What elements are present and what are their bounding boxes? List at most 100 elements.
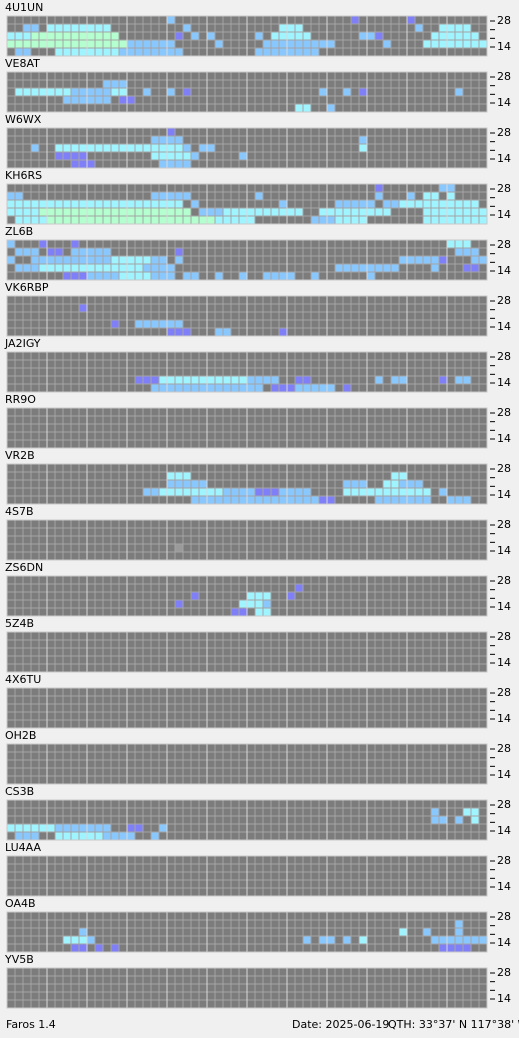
signal-cell — [111, 256, 151, 264]
signal-cell — [215, 216, 255, 224]
signal-cell — [359, 136, 367, 144]
tick-label: 28 — [497, 406, 511, 419]
signal-cell — [239, 600, 263, 608]
beacon-label: CS3B — [5, 785, 34, 798]
tick-label: 28 — [497, 126, 511, 139]
app-version: Faros 1.4 — [6, 1018, 56, 1031]
signal-cell — [423, 928, 431, 936]
date: Date: 2025-06-19 — [292, 1018, 389, 1031]
tick-label: 14 — [497, 768, 511, 781]
panel-border — [6, 15, 488, 57]
signal-cell — [71, 240, 79, 248]
tick-label: 14 — [497, 40, 511, 53]
signal-cell — [295, 384, 335, 392]
signal-cell — [279, 200, 287, 208]
signal-cell — [151, 384, 191, 392]
signal-cell — [343, 936, 351, 944]
signal-cell — [191, 200, 199, 208]
signal-cell — [15, 248, 39, 256]
panel-border — [6, 183, 488, 225]
signal-cell — [367, 272, 375, 280]
signal-cell — [431, 808, 439, 816]
signal-cell — [15, 832, 39, 840]
signal-cell — [111, 320, 119, 328]
signal-cell — [15, 264, 39, 272]
tick-label: 14 — [497, 96, 511, 109]
signal-cell — [7, 200, 47, 208]
beacon-label: LU4AA — [5, 841, 41, 854]
tick-label: 28 — [497, 294, 511, 307]
beacon-label: YV5B — [4, 953, 34, 966]
beacon-label: 5Z4B — [5, 617, 34, 630]
signal-cell — [255, 32, 263, 40]
signal-cell — [295, 584, 303, 592]
signal-cell — [95, 944, 103, 952]
tick-label: 28 — [497, 910, 511, 923]
signal-cell — [63, 936, 87, 944]
signal-cell — [135, 376, 159, 384]
panel-border — [6, 743, 488, 785]
panel-border — [6, 295, 488, 337]
signal-cell — [263, 600, 271, 608]
signal-cell — [167, 328, 191, 336]
tick-label: 28 — [497, 518, 511, 531]
tick-label: 28 — [497, 854, 511, 867]
signal-cell — [399, 480, 423, 488]
signal-cell — [183, 24, 191, 32]
panel-border — [6, 855, 488, 897]
signal-cell — [319, 208, 391, 216]
beacon-label: RR9O — [5, 393, 36, 406]
beacon-label: ZS6DN — [5, 561, 43, 574]
signal-cell — [71, 160, 95, 168]
tick-label: 14 — [497, 208, 511, 221]
panel-border — [6, 463, 488, 505]
signal-cell — [447, 496, 471, 504]
tick-label: 14 — [497, 320, 511, 333]
signal-cell — [255, 488, 279, 496]
signal-cell — [215, 40, 223, 48]
beacon-label: ZL6B — [5, 225, 33, 238]
panel-border — [6, 799, 488, 841]
signal-cell — [151, 272, 175, 280]
tick-label: 28 — [497, 742, 511, 755]
signal-cell — [431, 936, 487, 944]
signal-cell — [343, 488, 431, 496]
signal-cell — [191, 152, 199, 160]
panel-border — [6, 71, 488, 113]
tick-label: 14 — [497, 880, 511, 893]
signal-cell — [447, 240, 471, 248]
signal-cell — [303, 936, 311, 944]
signal-cell — [151, 192, 191, 200]
signal-cell — [47, 216, 215, 224]
signal-cell — [31, 144, 39, 152]
signal-cell — [311, 272, 319, 280]
signal-cell — [103, 80, 127, 88]
signal-cell — [183, 88, 191, 96]
beacon-label: OH2B — [5, 729, 36, 742]
signal-cell — [15, 88, 71, 96]
signal-cell — [47, 200, 183, 208]
signal-cell — [79, 304, 87, 312]
beacon-label: KH6RS — [5, 169, 42, 182]
tick-label: 28 — [497, 350, 511, 363]
signal-cell — [191, 32, 199, 40]
signal-cell — [263, 40, 335, 48]
signal-cell — [143, 88, 151, 96]
beacon-label: VK6RBP — [5, 281, 49, 294]
signal-cell — [175, 32, 183, 40]
tick-label: 14 — [497, 712, 511, 725]
signal-cell — [399, 256, 439, 264]
signal-cell — [343, 88, 351, 96]
tick-label: 14 — [497, 992, 511, 1005]
signal-cell — [439, 256, 447, 264]
beacon-label: VR2B — [5, 449, 35, 462]
signal-cell — [407, 192, 415, 200]
signal-cell — [39, 208, 191, 216]
beacon-label: OA4B — [5, 897, 36, 910]
signal-cell — [375, 184, 383, 192]
signal-cell — [335, 200, 375, 208]
signal-cell — [255, 384, 263, 392]
tick-label: 14 — [497, 432, 511, 445]
signal-cell — [39, 240, 47, 248]
